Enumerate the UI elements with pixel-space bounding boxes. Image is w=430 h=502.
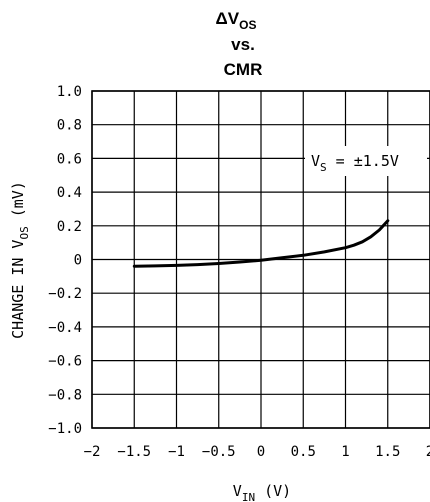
x-tick-label: −0.5 [202, 444, 236, 460]
y-tick-label: 0.8 [57, 118, 82, 134]
y-tick-labels: 1.0 0.8 0.6 0.4 0.2 0 −0.2 −0.4 −0.6 −0.8 −1.0 [48, 84, 82, 437]
series-line [132, 219, 390, 268]
x-tick-label: 0 [257, 444, 265, 460]
y-tick-label: −0.2 [48, 286, 82, 302]
x-axis-label: VIN (V) [233, 482, 291, 502]
x-tick-label: 0.5 [291, 444, 316, 460]
x-tick-label: 2 [426, 444, 430, 460]
y-tick-label: 0 [74, 253, 82, 269]
x-tick-label: −1.5 [117, 444, 151, 460]
x-tick-label: −2 [84, 444, 101, 460]
annotation-text: VS = ±1.5V [311, 152, 399, 174]
y-tick-label: 0.4 [57, 185, 82, 201]
x-tick-labels: −2 −1.5 −1 −0.5 0 0.5 1 1.5 2 [84, 444, 430, 460]
annotation-background [305, 146, 427, 176]
y-axis-label: CHANGE IN VOS (mV) [9, 181, 31, 339]
chart-title-line1: ΔVOS [216, 9, 257, 32]
x-tick-label: −1 [168, 444, 185, 460]
chart-title-line3: CMR [224, 60, 263, 79]
y-tick-label: 1.0 [57, 84, 82, 100]
y-tick-label: 0.2 [57, 219, 82, 235]
x-tick-label: 1.5 [375, 444, 400, 460]
y-tick-label: −0.6 [48, 354, 82, 370]
y-tick-label: −0.4 [48, 320, 82, 336]
y-tick-label: −0.8 [48, 387, 82, 403]
x-tick-label: 1 [341, 444, 349, 460]
y-tick-label: −1.0 [48, 421, 82, 437]
chart-title-line2: vs. [231, 35, 255, 54]
series-layer [132, 219, 390, 268]
plot-frame [91, 90, 430, 429]
y-tick-label: 0.6 [57, 151, 82, 167]
